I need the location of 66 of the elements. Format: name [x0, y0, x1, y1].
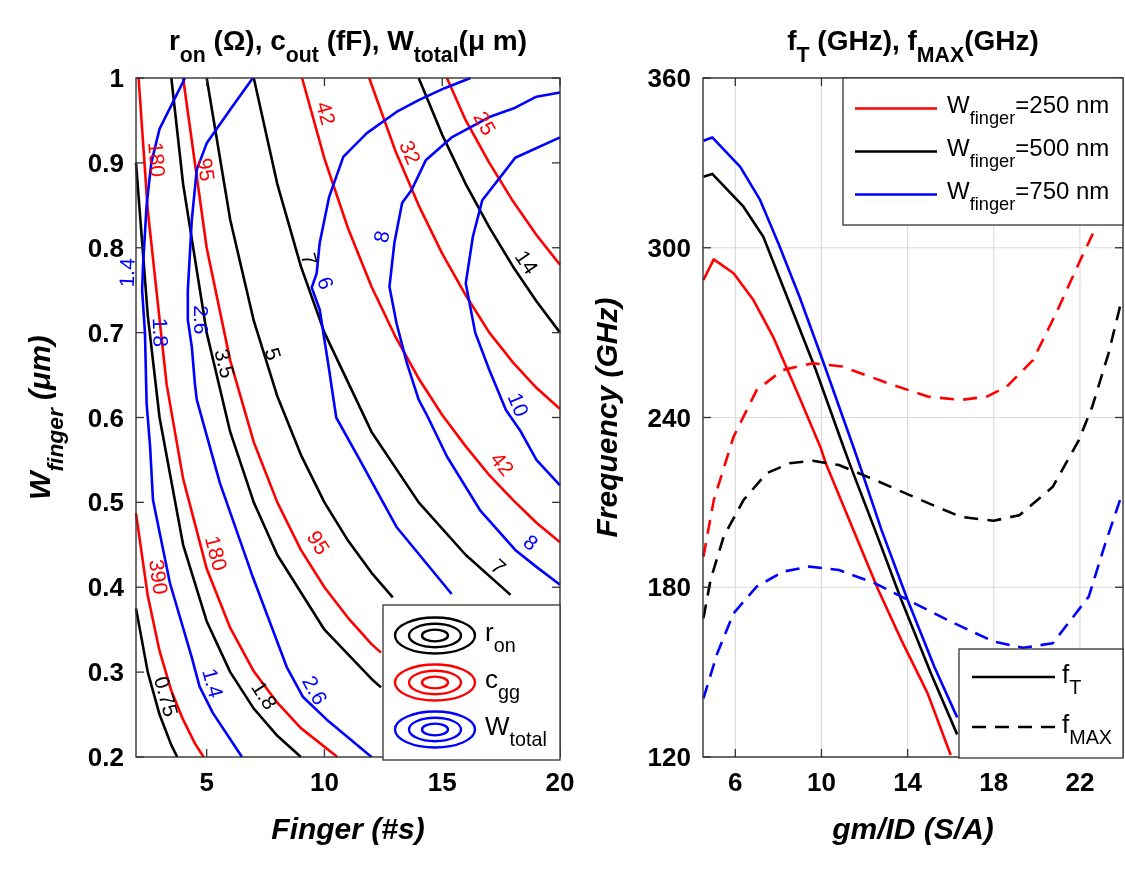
legend-label: W$_{finger}$=250 nm [947, 91, 1110, 128]
y-tick-label: 0.4 [87, 572, 125, 603]
annotation: 180 [144, 141, 170, 178]
y-tick-label: 0.9 [87, 147, 124, 178]
legend-label: r$_{on}$ [485, 616, 516, 656]
x-tick-label: 10 [309, 767, 339, 797]
annotation: 180 [200, 533, 232, 574]
chart-title: f$_{T}$ (GHz), f$_{MAX}$(GHz) [787, 25, 1039, 67]
line-series [134, 607, 179, 759]
y-tick-label: 1 [109, 63, 124, 93]
x-tick-label: 15 [427, 767, 457, 797]
y-tick-label: 0.7 [87, 317, 124, 348]
annotation: 42 [486, 447, 519, 481]
x-axis-title: Finger (#s) [271, 812, 425, 845]
line-series [388, 91, 562, 586]
annotation: 1.4 [198, 665, 229, 701]
legend-label: W$_{finger}$=750 nm [947, 177, 1110, 214]
y-tick-label: 0.6 [87, 402, 124, 433]
y-tick-label: 300 [647, 232, 691, 263]
annotation: 1.4 [114, 257, 139, 288]
annotation: 10 [503, 389, 534, 420]
annotation: 8 [519, 529, 543, 555]
x-tick-label: 20 [545, 767, 575, 797]
annotation: 2.6 [298, 671, 333, 709]
annotation: 95 [302, 526, 335, 559]
y-tick-label: 120 [647, 742, 691, 772]
annotation: 5 [260, 344, 286, 363]
y-tick-label: 180 [647, 572, 691, 603]
y-axis-title: Frequency (GHz) [590, 297, 623, 538]
annotation: 2.6 [190, 305, 214, 335]
x-tick-label: 18 [979, 767, 1009, 797]
y-tick-label: 0.3 [87, 657, 124, 688]
legend-label: W$_{total}$ [485, 710, 547, 750]
legend-label: W$_{finger}$=500 nm [947, 134, 1110, 171]
legend-label: c$_{gg}$ [485, 663, 520, 703]
line-series [464, 136, 562, 487]
annotation: 390 [144, 557, 173, 596]
x-tick-label: 22 [1065, 767, 1095, 797]
chart-title: r$_{on}$ (Ω), c$_{out}$ (fF), W$_{total}$(μ m) [168, 25, 528, 67]
x-tick-label: 5 [199, 767, 214, 797]
annotation: f$_{T}$ [1062, 659, 1082, 698]
y-tick-label: 360 [647, 63, 691, 93]
annotation: 14 [510, 245, 544, 279]
annotation: 95 [193, 156, 220, 183]
annotation: 1.8 [247, 676, 283, 714]
line-series [186, 76, 373, 759]
annotation: 32 [395, 137, 426, 168]
x-axis-title: gm/ID (S/A) [831, 812, 994, 845]
x-tick-label: 10 [807, 767, 836, 797]
annotation: 8 [368, 228, 394, 245]
x-tick-label: 6 [728, 767, 743, 797]
annotation: 0.75 [149, 673, 183, 720]
annotation: 6 [313, 273, 339, 293]
annotation: 7 [296, 250, 323, 268]
annotation: 3.5 [210, 346, 240, 381]
annotation: 1.8 [148, 317, 173, 348]
y-tick-label: 0.2 [87, 742, 124, 772]
annotation: 7 [486, 554, 511, 580]
y-tick-label: 240 [647, 402, 691, 433]
annotation: 42 [311, 98, 341, 128]
annotation: 25 [469, 107, 501, 139]
line-series [137, 76, 339, 759]
line-series [140, 76, 244, 759]
annotation: f$_{MAX}$ [1062, 709, 1113, 748]
x-tick-label: 14 [893, 767, 923, 797]
y-tick-label: 0.5 [87, 487, 124, 518]
